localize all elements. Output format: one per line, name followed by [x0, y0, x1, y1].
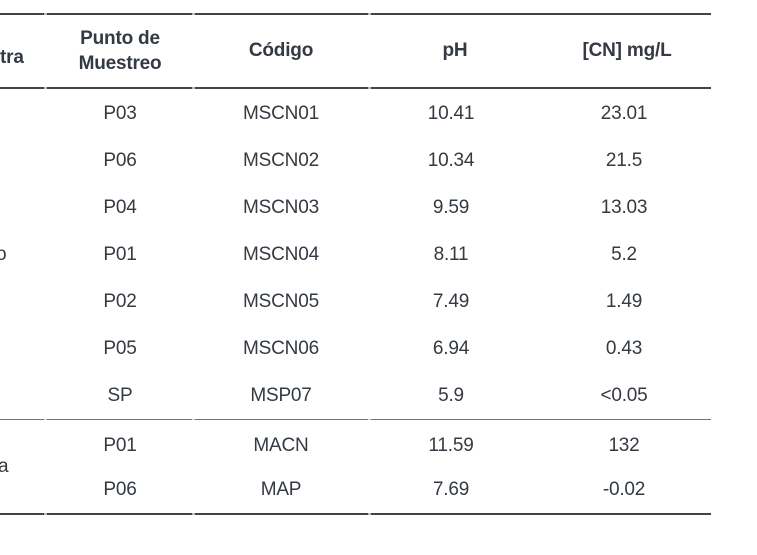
- td-punto: P06: [103, 479, 137, 500]
- header-punto-de-muestreo: Punto de Muestreo: [79, 26, 162, 76]
- td-codigo: MAP: [260, 479, 302, 500]
- td-cn: <0.05: [600, 385, 648, 406]
- td-cn: 21.5: [605, 150, 643, 171]
- td-punto: P02: [103, 291, 137, 312]
- td-cn: -0.02: [602, 479, 646, 500]
- td-ph: 7.69: [432, 479, 470, 500]
- td-ph: 10.34: [427, 150, 475, 171]
- td-cn: 0.43: [605, 338, 643, 359]
- td-codigo: MSCN05: [243, 291, 319, 312]
- table-top-border: [0, 13, 711, 15]
- td-punto: P03: [103, 103, 137, 124]
- header-punto-line1: Punto de: [80, 28, 160, 49]
- td-ph: 9.59: [432, 197, 470, 218]
- td-cn: 1.49: [605, 291, 643, 312]
- td-codigo: MSCN02: [243, 150, 319, 171]
- td-punto: P01: [103, 435, 137, 456]
- header-cn-mg-l: [CN] mg/L: [582, 40, 672, 61]
- table-header-separator: [0, 87, 711, 89]
- td-punto: P04: [103, 197, 137, 218]
- td-ph: 10.41: [427, 103, 475, 124]
- td-punto: SP: [107, 385, 133, 406]
- td-punto: P06: [103, 150, 137, 171]
- td-punto: P05: [103, 338, 137, 359]
- td-codigo: MSCN01: [243, 103, 319, 124]
- border-joint: [368, 419, 371, 420]
- table-bottom-border: [0, 513, 711, 515]
- td-ph: 6.94: [432, 338, 470, 359]
- border-joint: [44, 87, 47, 89]
- header-muestra-fragment: tra: [0, 47, 24, 68]
- td-ph: 11.59: [428, 435, 474, 456]
- border-joint: [368, 513, 371, 515]
- td-codigo: MACN: [253, 435, 309, 456]
- td-codigo: MSP07: [250, 385, 312, 406]
- group-label-suelo-fragment: o: [0, 244, 7, 265]
- td-ph: 8.11: [433, 244, 469, 265]
- td-cn: 5.2: [611, 244, 637, 265]
- td-cn: 132: [608, 435, 640, 456]
- td-ph: 5.9: [438, 385, 464, 406]
- table-group-separator: [0, 419, 711, 420]
- header-codigo: Código: [248, 40, 314, 61]
- td-codigo: MSCN03: [243, 197, 319, 218]
- border-joint: [368, 13, 371, 15]
- border-joint: [192, 419, 195, 420]
- border-joint: [44, 13, 47, 15]
- td-ph: 7.49: [432, 291, 470, 312]
- border-joint: [192, 513, 195, 515]
- border-joint: [368, 87, 371, 89]
- td-codigo: MSCN04: [243, 244, 319, 265]
- header-punto-line2: Muestreo: [78, 53, 162, 74]
- border-joint: [44, 419, 47, 420]
- td-punto: P01: [103, 244, 137, 265]
- group-label-agua-fragment: a: [0, 456, 9, 477]
- td-codigo: MSCN06: [243, 338, 319, 359]
- td-cn: 23.01: [600, 103, 648, 124]
- border-joint: [192, 87, 195, 89]
- border-joint: [192, 13, 195, 15]
- td-cn: 13.03: [600, 197, 648, 218]
- header-ph: pH: [442, 40, 468, 61]
- border-joint: [44, 513, 47, 515]
